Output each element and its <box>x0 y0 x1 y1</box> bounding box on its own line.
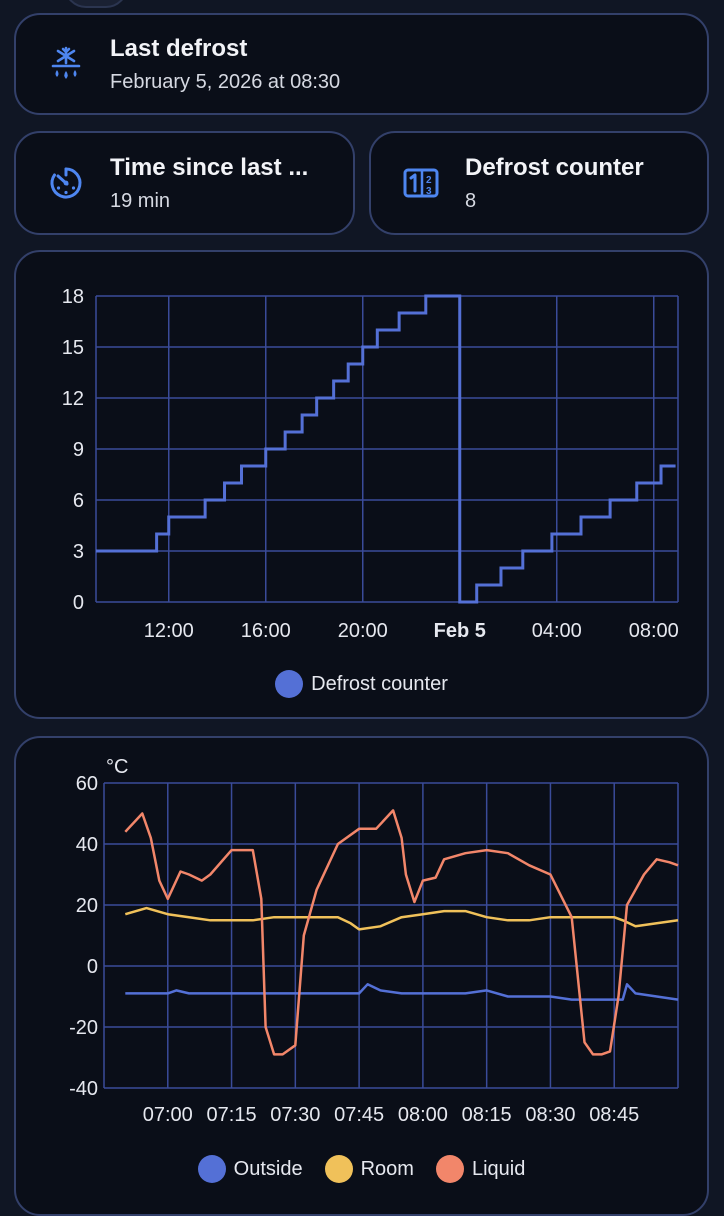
legend-label: Defrost counter <box>311 672 448 695</box>
x-tick-label: 20:00 <box>338 620 388 642</box>
y-tick-label: 3 <box>73 541 84 563</box>
temperature-history-card[interactable]: °C 60 40 20 0 -20 -40 07:00 07:15 07:30 07:45 08:00… <box>14 736 709 1216</box>
tile-title: Defrost counter <box>465 153 644 181</box>
defrost-counter-history-card[interactable]: 18 15 12 9 6 3 0 12:00 16:00 20:00 Feb 5 04:00 08:00… <box>14 250 709 719</box>
y-tick-label: 0 <box>87 956 98 978</box>
y-axis-unit: °C <box>106 756 128 778</box>
x-tick-label: 12:00 <box>144 620 194 642</box>
series-line-room <box>124 906 679 931</box>
counter-icon: 2 3 <box>401 163 441 203</box>
legend-swatch <box>197 1155 226 1183</box>
legend-item-liquid[interactable]: Liquid <box>435 1155 526 1183</box>
defrost-counter-chart[interactable]: 18 15 12 9 6 3 0 12:00 16:00 20:00 Feb 5 04:00 08:00 <box>16 252 707 717</box>
temperature-chart[interactable]: °C 60 40 20 0 -20 -40 07:00 07:15 07:30 07:45 08:00… <box>16 738 707 1214</box>
x-tick-label: 08:00 <box>398 1104 448 1126</box>
y-tick-label: 60 <box>76 773 98 795</box>
legend-item-room[interactable]: Room <box>324 1155 414 1183</box>
previous-card-edge <box>64 0 128 8</box>
chart-legend: Outside Room Liquid <box>16 1155 707 1183</box>
legend-item-defrost-counter[interactable]: Defrost counter <box>275 670 448 698</box>
tile-title: Last defrost <box>110 34 248 62</box>
x-tick-label: 16:00 <box>241 620 291 642</box>
x-tick-label: 04:00 <box>532 620 582 642</box>
legend-item-outside[interactable]: Outside <box>197 1155 303 1183</box>
legend-swatch <box>275 670 304 698</box>
x-tick-label: 08:30 <box>525 1104 575 1126</box>
snowflake-melt-icon <box>46 44 86 84</box>
legend-label: Liquid <box>471 1157 526 1180</box>
y-tick-label: -20 <box>69 1017 98 1039</box>
y-tick-label: 40 <box>76 834 98 856</box>
y-tick-label: 9 <box>73 439 84 461</box>
svg-text:3: 3 <box>426 186 432 197</box>
y-tick-label: 20 <box>76 895 98 917</box>
x-tick-label: 07:30 <box>270 1104 320 1126</box>
series-line-outside <box>125 983 679 1001</box>
y-tick-label: 6 <box>73 490 84 512</box>
tile-value: 19 min <box>110 189 171 212</box>
legend-label: Room <box>360 1157 414 1180</box>
svg-text:2: 2 <box>426 175 432 186</box>
y-tick-label: 12 <box>62 388 84 410</box>
y-tick-label: 0 <box>73 592 84 614</box>
time-since-tile[interactable]: Time since last ... 19 min <box>14 131 355 235</box>
legend-swatch <box>324 1155 353 1183</box>
legend-swatch <box>435 1155 464 1183</box>
series-line-liquid <box>124 809 679 1056</box>
chart-legend: Defrost counter <box>16 670 707 698</box>
defrost-counter-tile[interactable]: 2 3 Defrost counter 8 <box>369 131 709 235</box>
last-defrost-tile[interactable]: Last defrost February 5, 2026 at 08:30 <box>14 13 709 115</box>
x-tick-label: 07:45 <box>334 1104 384 1126</box>
x-tick-label: 08:15 <box>462 1104 512 1126</box>
x-tick-label: Feb 5 <box>434 620 486 642</box>
tile-title: Time since last ... <box>110 153 309 181</box>
timer-icon <box>46 163 86 203</box>
tile-value: February 5, 2026 at 08:30 <box>110 70 341 93</box>
y-tick-label: -40 <box>69 1078 98 1100</box>
x-tick-label: 08:45 <box>589 1104 639 1126</box>
x-tick-label: 07:00 <box>143 1104 193 1126</box>
x-tick-label: 08:00 <box>629 620 679 642</box>
x-tick-label: 07:15 <box>207 1104 257 1126</box>
series-line-defrost-counter <box>96 294 676 604</box>
legend-label: Outside <box>233 1157 303 1180</box>
y-tick-label: 15 <box>62 337 84 359</box>
tile-value: 8 <box>465 189 477 212</box>
y-tick-label: 18 <box>62 286 84 308</box>
